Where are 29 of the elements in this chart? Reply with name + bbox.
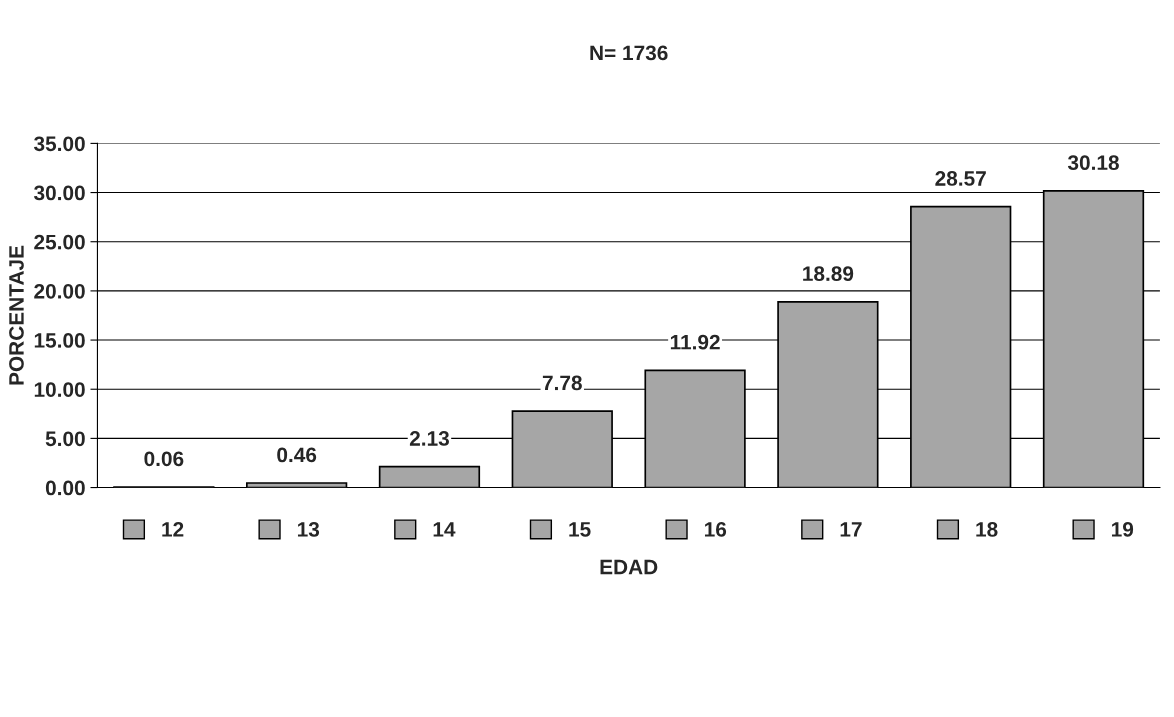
bar	[378, 465, 481, 488]
legend-label: 12	[162, 521, 184, 537]
data-label: 2.13	[409, 431, 449, 446]
data-label: 0.06	[144, 451, 184, 467]
chart-title: N= 1736	[590, 45, 668, 61]
data-label: 28.57	[935, 171, 986, 186]
y-tick-label: 15.00	[34, 333, 85, 348]
legend-label: 19	[1112, 521, 1134, 537]
y-tick-label: 0.00	[45, 480, 85, 496]
y-tick-label: 20.00	[34, 283, 85, 299]
y-tick-label: 5.00	[45, 431, 85, 447]
y-tick-label: 35.00	[33, 136, 85, 152]
data-label: 30.18	[1067, 155, 1119, 171]
y-tick-label: 25.00	[34, 234, 85, 250]
legend-label: 16	[704, 521, 727, 537]
legend-label: 13	[297, 521, 320, 537]
data-label: 7.78	[542, 375, 582, 391]
legend-label: 14	[433, 522, 456, 537]
bar	[246, 482, 348, 488]
legend-label: 18	[976, 521, 998, 537]
y-axis-title: PORCENTAJE	[9, 245, 24, 385]
data-label: 11.92	[670, 334, 720, 350]
legend-label: 15	[569, 522, 591, 537]
data-label: 0.46	[277, 447, 317, 463]
y-tick-label: 10.00	[34, 382, 85, 397]
legend-label: 17	[840, 522, 862, 537]
x-axis-title: EDAD	[600, 559, 658, 575]
data-label: 18.89	[803, 266, 854, 282]
y-tick-label: 30.00	[33, 185, 85, 201]
